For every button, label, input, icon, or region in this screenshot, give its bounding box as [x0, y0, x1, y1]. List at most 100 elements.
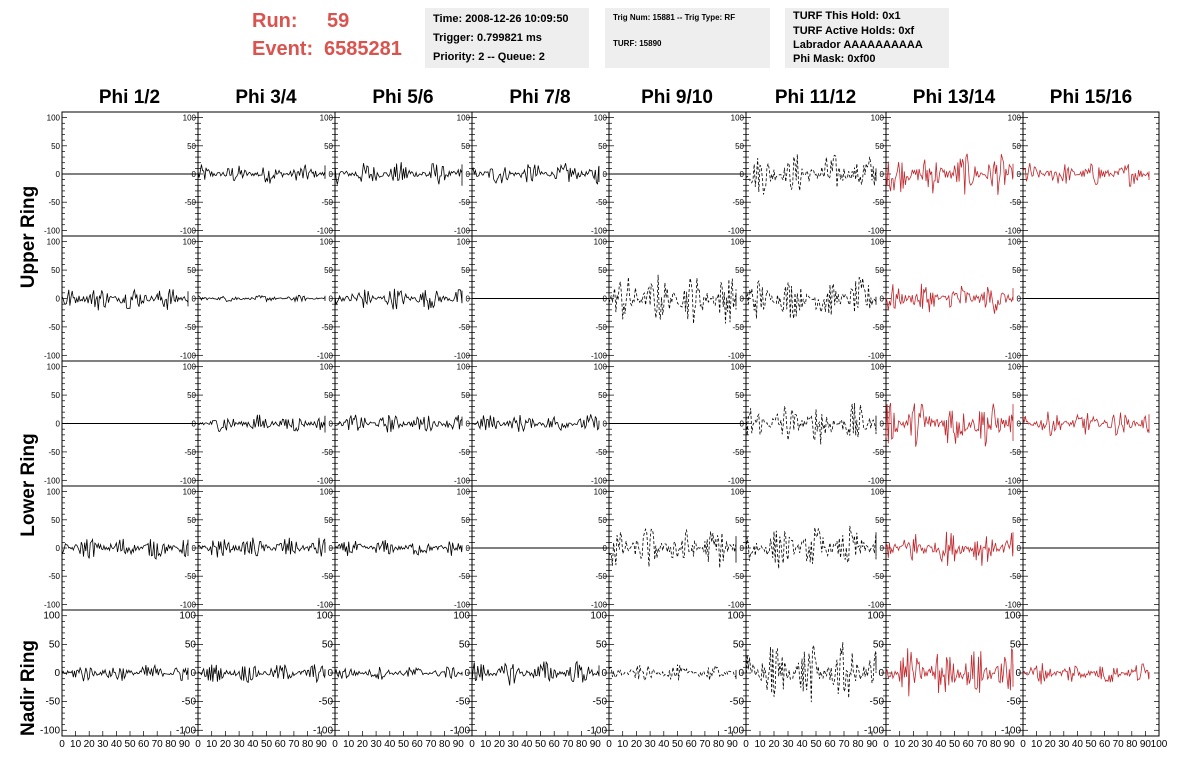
col-title-phi-11-12: Phi 11/12 — [774, 87, 857, 108]
x-tick-label: 30 — [645, 739, 657, 750]
waveform-trace — [608, 664, 737, 682]
waveform-trace — [197, 414, 326, 433]
panel-frame — [608, 235, 747, 362]
y-tick-label: -50 — [732, 448, 744, 457]
y-tick-label: -100 — [1005, 600, 1022, 609]
y-tick-label: -50 — [48, 572, 60, 581]
y-tick-label: 100 — [457, 238, 471, 247]
y-tick-label: 50 — [875, 391, 884, 400]
y-tick-label: -100 — [591, 226, 608, 235]
y-tick-label: -50 — [321, 323, 333, 332]
y-tick-label: 100 — [1008, 238, 1022, 247]
y-tick-label: 50 — [461, 516, 470, 525]
x-tick-label: 20 — [1045, 739, 1057, 750]
x-tick-label: 10 — [894, 739, 906, 750]
x-tick-label: 10 — [617, 739, 629, 750]
y-tick-label: 50 — [1010, 639, 1022, 650]
y-tick-label: -100 — [591, 476, 608, 485]
waveform-trace — [334, 288, 463, 310]
y-tick-label: -100 — [180, 226, 197, 235]
y-tick-label: -50 — [595, 198, 607, 207]
y-tick-label: -100 — [728, 476, 745, 485]
x-tick-label: 50 — [261, 739, 273, 750]
waveform-trace — [608, 274, 737, 324]
y-tick-label: -100 — [728, 226, 745, 235]
event-value: 6585281 — [324, 38, 402, 60]
y-tick-label: 50 — [1012, 266, 1021, 275]
y-tick-label: -100 — [1005, 351, 1022, 360]
y-tick-label: 50 — [187, 391, 196, 400]
x-tick-label: 80 — [713, 739, 725, 750]
y-tick-label: 100 — [594, 238, 608, 247]
y-tick-label: 50 — [735, 391, 744, 400]
info-turf-hold: TURF This Hold: 0x1 — [793, 10, 901, 22]
y-tick-label: -50 — [1009, 198, 1021, 207]
y-tick-label: 100 — [594, 363, 608, 372]
run-value: 59 — [327, 10, 350, 32]
x-tick-label: 40 — [521, 739, 533, 750]
y-tick-label: 0 — [329, 170, 334, 179]
y-tick-label: 0 — [603, 170, 608, 179]
y-tick-label: 50 — [735, 266, 744, 275]
panel-frame — [885, 111, 1024, 237]
y-tick-label: -100 — [317, 351, 334, 360]
y-tick-label: 50 — [187, 266, 196, 275]
y-tick-label: -50 — [184, 323, 196, 332]
y-tick-label: 0 — [603, 295, 608, 304]
col-title-phi-5-6: Phi 5/6 — [372, 87, 434, 108]
y-tick-label: 100 — [47, 114, 61, 123]
y-tick-label: 100 — [320, 363, 334, 372]
y-tick-label: -100 — [454, 351, 471, 360]
x-tick-label: 40 — [935, 739, 947, 750]
y-tick-label: 50 — [461, 391, 470, 400]
x-tick-label: 80 — [1126, 739, 1138, 750]
y-tick-label: 100 — [731, 363, 745, 372]
y-tick-label: 100 — [594, 488, 608, 497]
y-tick-label: -100 — [1005, 226, 1022, 235]
x-tick-label: 10 — [70, 739, 82, 750]
y-tick-label: -100 — [454, 226, 471, 235]
y-tick-label: 0 — [329, 544, 334, 553]
x-tick-label: 0 — [332, 739, 338, 750]
x-tick-label: 50 — [672, 739, 684, 750]
y-tick-label: -100 — [44, 351, 61, 360]
y-tick-label: 50 — [324, 142, 333, 151]
x-tick-label: 20 — [220, 739, 232, 750]
y-tick-label: -100 — [724, 725, 744, 736]
y-tick-label: 100 — [1008, 114, 1022, 123]
info-box-trig: Trig Num: 15881 -- Trig Type: RF TURF: 1… — [605, 8, 770, 68]
y-tick-label: 100 — [453, 611, 470, 622]
y-tick-label: 100 — [867, 611, 884, 622]
waveform-trace — [61, 663, 189, 682]
y-tick-label: 50 — [51, 266, 60, 275]
waveform-trace — [885, 283, 1014, 314]
y-tick-label: -100 — [1005, 476, 1022, 485]
y-tick-label: -50 — [1007, 697, 1022, 708]
y-tick-label: 0 — [56, 295, 61, 304]
y-tick-label: 0 — [192, 170, 197, 179]
y-tick-label: 100 — [183, 363, 197, 372]
y-tick-label: 50 — [875, 142, 884, 151]
y-tick-label: -50 — [732, 572, 744, 581]
panel-frame — [471, 609, 610, 737]
run-label: Run: — [252, 10, 298, 32]
x-tick-label: 20 — [357, 739, 369, 750]
waveform-trace — [471, 660, 600, 686]
y-tick-label: -100 — [868, 351, 885, 360]
x-tick-label: 40 — [384, 739, 396, 750]
y-tick-label: 100 — [871, 114, 885, 123]
y-tick-label: -100 — [180, 351, 197, 360]
x-tick-label: 60 — [412, 739, 424, 750]
y-tick-label: -50 — [870, 697, 885, 708]
panel-frame — [61, 235, 199, 362]
y-tick-label: 50 — [185, 639, 197, 650]
y-tick-label: 100 — [731, 488, 745, 497]
y-tick-label: 100 — [457, 363, 471, 372]
y-tick-label: 0 — [329, 420, 334, 429]
x-tick-label: 30 — [371, 739, 383, 750]
y-tick-label: -50 — [730, 697, 745, 708]
y-tick-label: -50 — [595, 448, 607, 457]
y-tick-label: -50 — [872, 448, 884, 457]
x-tick-label: 0 — [59, 739, 65, 750]
